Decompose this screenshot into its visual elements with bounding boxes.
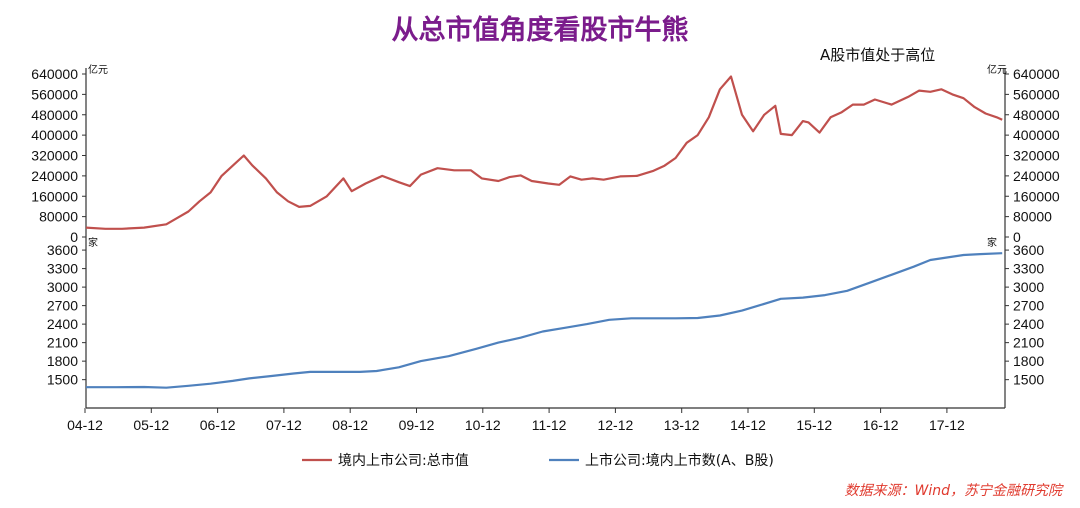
y-tick-label-left: 1500 (47, 372, 78, 388)
axes-group: 亿元 亿元 640000 640000 560000 560000 480000 480000… (31, 63, 1060, 433)
legend-label-1: 境内上市公司:总市值 (338, 452, 469, 469)
y-tick-label-right: 2400 (1013, 316, 1044, 332)
x-tick-label: 14-12 (730, 417, 766, 433)
y-tick-label-left: 2700 (47, 298, 78, 314)
y-tick-label-left: 80000 (39, 209, 78, 225)
y-tick-label-right: 3000 (1013, 279, 1044, 295)
x-tick-label: 04-12 (67, 417, 103, 433)
y-tick-label-left: 320000 (31, 148, 78, 164)
y-tick-label-right: 2100 (1013, 335, 1044, 351)
y-tick-label-left: 3300 (47, 261, 78, 277)
y-axis-unit-right: 亿元 (987, 63, 1007, 76)
y-tick-label-left: 1800 (47, 353, 78, 369)
x-tick-label: 05-12 (133, 417, 169, 433)
y-tick-label-right: 3600 (1013, 242, 1044, 258)
y-tick-label-left: 2100 (47, 335, 78, 351)
x-tick-label: 08-12 (332, 417, 368, 433)
y-axis-unit-right: 家 (987, 236, 997, 249)
y-tick-label-left: 160000 (31, 188, 78, 204)
x-tick-label: 15-12 (796, 417, 832, 433)
y-tick-label-right: 2700 (1013, 298, 1044, 314)
y-tick-label-right: 240000 (1013, 168, 1060, 184)
series-line-listed-companies (86, 252, 1003, 389)
y-tick-label-right: 560000 (1013, 86, 1060, 102)
data-source-note: 数据来源：Wind，苏宁金融研究院 (844, 483, 1063, 499)
y-tick-label-left: 560000 (31, 86, 78, 102)
y-tick-label-left: 640000 (31, 66, 78, 82)
x-tick-label: 17-12 (929, 417, 965, 433)
y-axis-unit-left: 亿元 (88, 63, 108, 76)
chart-title: 从总市值角度看股市牛熊 (391, 15, 689, 46)
y-tick-label-left: 240000 (31, 168, 78, 184)
series-line-market-cap (85, 75, 1003, 230)
y-tick-label-left: 400000 (31, 127, 78, 143)
x-tick-label: 13-12 (664, 417, 700, 433)
x-tick-label: 11-12 (532, 417, 567, 433)
y-axis-unit-left: 家 (88, 236, 98, 249)
y-tick-label-right: 400000 (1013, 127, 1060, 143)
y-tick-label-right: 80000 (1013, 209, 1052, 225)
y-tick-label-left: 3000 (47, 279, 78, 295)
x-tick-label: 12-12 (597, 417, 633, 433)
y-tick-label-right: 320000 (1013, 148, 1060, 164)
y-tick-label-right: 480000 (1013, 107, 1060, 123)
y-tick-label-right: 3300 (1013, 261, 1044, 277)
series-group (85, 75, 1003, 389)
y-tick-label-right: 160000 (1013, 188, 1060, 204)
y-tick-label-right: 1800 (1013, 353, 1044, 369)
y-tick-label-left: 2400 (47, 316, 78, 332)
x-tick-label: 06-12 (200, 417, 236, 433)
y-tick-label-left: 0 (70, 229, 78, 245)
y-tick-label-left: 3600 (47, 242, 78, 258)
legend-label-2: 上市公司:境内上市数(A、B股) (585, 452, 774, 469)
x-tick-label: 10-12 (465, 417, 501, 433)
x-tick-label: 07-12 (266, 417, 302, 433)
chart-annotation: A股市值处于高位 (820, 46, 936, 64)
y-tick-label-right: 640000 (1013, 66, 1060, 82)
y-tick-label-right: 1500 (1013, 372, 1044, 388)
legend: 境内上市公司:总市值 上市公司:境内上市数(A、B股) (302, 452, 774, 469)
x-tick-label: 16-12 (863, 417, 899, 433)
y-tick-label-right: 0 (1013, 229, 1021, 245)
y-tick-label-left: 480000 (31, 107, 78, 123)
x-tick-label: 09-12 (399, 417, 435, 433)
